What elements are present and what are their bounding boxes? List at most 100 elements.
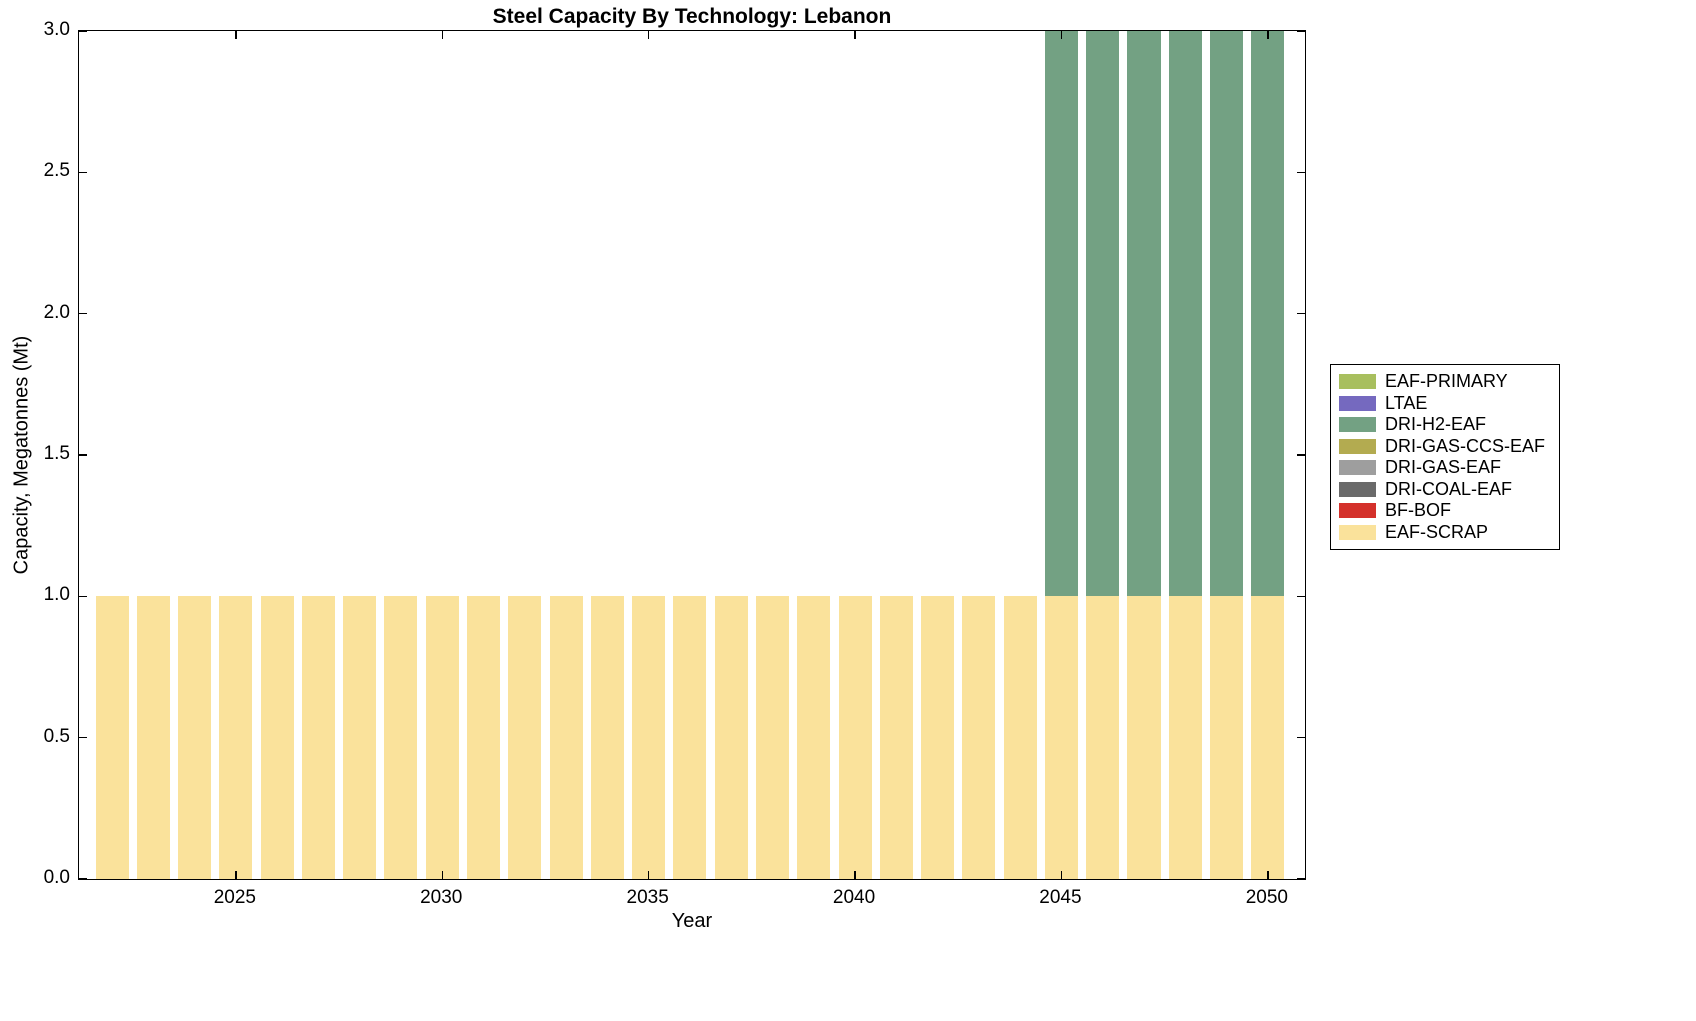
bar-eaf-scrap-2040 (838, 596, 872, 879)
legend-label: EAF-SCRAP (1385, 521, 1489, 542)
legend-label: DRI-H2-EAF (1385, 414, 1487, 435)
tick-mark (79, 736, 87, 739)
tick-mark (79, 595, 87, 598)
bar-eaf-scrap-2029 (384, 596, 418, 879)
legend-item-eaf-scrap: EAF-SCRAP (1339, 522, 1545, 544)
tick-mark (1297, 736, 1305, 739)
x-tick-label: 2025 (213, 887, 256, 908)
legend-swatch-dri-h2-eaf (1339, 417, 1376, 433)
legend-item-dri-coal-eaf: DRI-COAL-EAF (1339, 479, 1545, 501)
bar-dri-h2-eaf-2050 (1251, 31, 1285, 597)
bar-eaf-scrap-2038 (755, 596, 789, 879)
tick-mark (441, 871, 443, 879)
legend-item-eaf-primary: EAF-PRIMARY (1339, 371, 1545, 393)
bar-eaf-scrap-2050 (1251, 596, 1285, 879)
bar-dri-h2-eaf-2046 (1086, 31, 1120, 597)
bar-eaf-scrap-2046 (1086, 596, 1120, 879)
legend-swatch-bf-bof (1339, 503, 1376, 519)
bar-dri-h2-eaf-2048 (1168, 31, 1202, 597)
tick-mark (1060, 871, 1063, 879)
legend-label: LTAE (1385, 392, 1428, 413)
y-tick-label: 3.0 (43, 19, 70, 40)
x-tick-label: 2035 (626, 887, 669, 908)
bar-eaf-scrap-2033 (549, 596, 583, 879)
chart-title: Steel Capacity By Technology: Lebanon (492, 5, 892, 28)
tick-mark (1060, 31, 1063, 39)
bar-eaf-scrap-2025 (219, 596, 253, 879)
tick-mark (79, 171, 87, 174)
legend-item-bf-bof: BF-BOF (1339, 500, 1545, 522)
bar-eaf-scrap-2028 (343, 596, 377, 879)
legend: EAF-PRIMARY LTAE DRI-H2-EAF DRI-GAS-CCS-EAF… (1330, 364, 1561, 550)
bar-eaf-scrap-2045 (1044, 596, 1078, 879)
tick-mark (854, 871, 856, 879)
tick-mark (1297, 595, 1305, 598)
tick-mark (235, 31, 237, 39)
plot-area (78, 30, 1306, 880)
tick-mark (79, 312, 87, 315)
legend-item-dri-h2-eaf: DRI-H2-EAF (1339, 414, 1545, 436)
tick-mark (854, 31, 856, 39)
bar-eaf-scrap-2043 (962, 596, 996, 879)
y-tick-label: 1.0 (43, 584, 70, 606)
bar-eaf-scrap-2034 (590, 596, 624, 879)
legend-item-ltae: LTAE (1339, 393, 1545, 415)
bar-dri-h2-eaf-2047 (1127, 31, 1161, 597)
bar-dri-h2-eaf-2049 (1210, 31, 1244, 597)
bar-eaf-scrap-2047 (1127, 596, 1161, 879)
legend-label: DRI-GAS-CCS-EAF (1385, 435, 1546, 456)
y-tick-label: 1.5 (43, 443, 70, 464)
bar-eaf-scrap-2044 (1003, 596, 1037, 879)
bar-eaf-scrap-2035 (632, 596, 666, 879)
tick-mark (1267, 871, 1269, 879)
legend-item-dri-gas-ccs-eaf: DRI-GAS-CCS-EAF (1339, 436, 1545, 458)
bar-eaf-scrap-2036 (673, 596, 707, 879)
bar-eaf-scrap-2027 (301, 596, 335, 879)
x-tick-label: 2040 (832, 887, 876, 908)
tick-mark (1267, 31, 1269, 39)
bar-eaf-scrap-2024 (178, 596, 212, 879)
legend-swatch-dri-gas-ccs-eaf (1339, 438, 1376, 454)
bar-eaf-scrap-2037 (714, 596, 748, 879)
bar-eaf-scrap-2049 (1210, 596, 1244, 879)
tick-mark (1297, 454, 1305, 456)
tick-mark (79, 878, 87, 880)
bar-eaf-scrap-2030 (425, 596, 459, 879)
bar-eaf-scrap-2041 (879, 596, 913, 879)
tick-mark (1297, 171, 1305, 174)
tick-mark (441, 31, 443, 39)
tick-mark (1297, 878, 1305, 880)
bar-eaf-scrap-2039 (797, 596, 831, 879)
legend-swatch-eaf-scrap (1339, 524, 1376, 540)
bar-eaf-scrap-2031 (467, 596, 501, 879)
tick-mark (647, 31, 650, 39)
bar-eaf-scrap-2048 (1168, 596, 1202, 879)
y-tick-label: 0.5 (43, 725, 70, 747)
legend-swatch-dri-gas-eaf (1339, 460, 1376, 476)
x-axis-label: Year (671, 910, 713, 932)
legend-swatch-eaf-primary (1339, 374, 1376, 390)
bar-eaf-scrap-2022 (95, 596, 129, 879)
tick-mark (235, 871, 237, 879)
tick-mark (1297, 30, 1305, 32)
bar-eaf-scrap-2026 (260, 596, 294, 879)
tick-mark (1297, 312, 1305, 315)
bar-dri-h2-eaf-2045 (1044, 31, 1078, 597)
legend-swatch-dri-coal-eaf (1339, 481, 1376, 497)
bar-eaf-scrap-2032 (508, 596, 542, 879)
legend-label: BF-BOF (1385, 500, 1451, 521)
tick-mark (79, 30, 87, 32)
bar-eaf-scrap-2023 (136, 596, 170, 879)
legend-label: EAF-PRIMARY (1385, 371, 1508, 392)
y-tick-label: 2.5 (43, 160, 70, 182)
legend-swatch-ltae (1339, 395, 1376, 411)
tick-mark (79, 454, 87, 456)
legend-label: DRI-GAS-EAF (1385, 457, 1502, 478)
x-tick-label: 2030 (420, 887, 463, 908)
bar-eaf-scrap-2042 (921, 596, 955, 879)
y-tick-label: 2.0 (43, 301, 70, 323)
y-tick-label: 0.0 (43, 867, 70, 888)
tick-mark (647, 871, 650, 879)
x-tick-label: 2050 (1245, 887, 1288, 908)
